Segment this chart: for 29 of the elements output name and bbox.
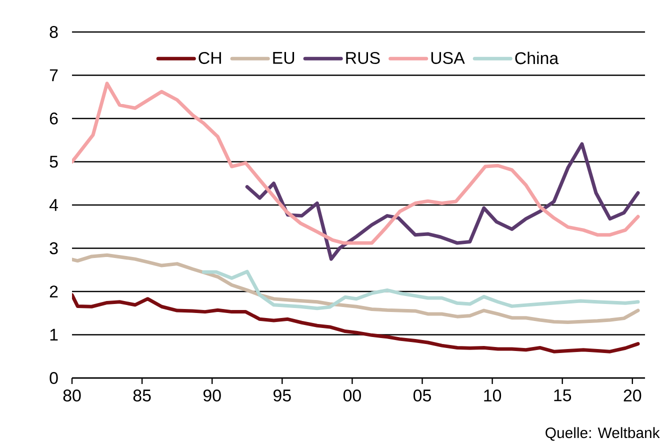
- x-tick-label: 80: [63, 390, 81, 402]
- source-note: Quelle: Weltbank: [546, 427, 660, 441]
- line-series: [245, 142, 640, 261]
- y-tick-label: 0: [50, 372, 58, 384]
- legend-label: RUS: [346, 52, 380, 64]
- legend-label: EU: [273, 52, 294, 64]
- y-tick-label: 8: [50, 26, 58, 38]
- line-series: [202, 270, 640, 310]
- line-series: [72, 293, 640, 354]
- y-tick-label: 4: [49, 199, 58, 211]
- y-tick-label: 3: [50, 242, 58, 254]
- line-series: [72, 82, 640, 245]
- legend-label: USA: [431, 52, 465, 64]
- y-tick-label: 7: [50, 69, 58, 82]
- y-tick-label: 5: [50, 156, 58, 168]
- line-series: [72, 253, 640, 324]
- x-tick-label: 20: [624, 390, 642, 402]
- x-tick-label: 85: [133, 390, 151, 402]
- legend-label: CH: [198, 52, 221, 64]
- y-tick-label: 6: [50, 112, 58, 124]
- x-tick-label: 15: [554, 390, 572, 402]
- y-tick-label: 2: [50, 286, 58, 298]
- x-tick-label: 00: [343, 390, 361, 402]
- x-tick-label: 10: [484, 390, 502, 402]
- x-tick-label: 05: [413, 390, 431, 402]
- x-tick-label: 90: [203, 390, 221, 402]
- legend-label: China: [515, 52, 559, 64]
- x-tick-label: 95: [274, 390, 291, 402]
- y-tick-label: 1: [50, 328, 58, 341]
